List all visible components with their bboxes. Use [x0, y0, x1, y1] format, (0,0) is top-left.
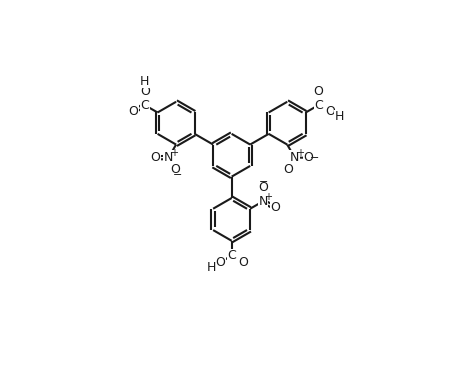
Text: O: O	[303, 152, 313, 164]
Text: O: O	[324, 105, 334, 118]
Text: O: O	[139, 85, 149, 99]
Text: −: −	[309, 153, 318, 163]
Text: C: C	[227, 249, 235, 262]
Text: O: O	[270, 201, 280, 214]
Text: O: O	[215, 256, 225, 269]
Text: H: H	[206, 261, 215, 274]
Text: O: O	[238, 256, 247, 269]
Text: +: +	[169, 148, 177, 158]
Text: N: N	[164, 151, 173, 164]
Text: −: −	[258, 177, 268, 187]
Text: C: C	[140, 99, 149, 112]
Text: O: O	[150, 152, 160, 164]
Text: −: −	[173, 170, 182, 180]
Text: +: +	[263, 192, 272, 202]
Text: O: O	[128, 105, 138, 118]
Text: N: N	[289, 151, 299, 164]
Text: +: +	[295, 148, 303, 158]
Text: O: O	[170, 163, 179, 176]
Text: C: C	[313, 99, 322, 112]
Text: N: N	[258, 195, 267, 208]
Text: O: O	[258, 181, 268, 194]
Text: H: H	[334, 110, 343, 124]
Text: O: O	[313, 85, 323, 99]
Text: O: O	[283, 163, 293, 176]
Text: H: H	[140, 75, 149, 88]
